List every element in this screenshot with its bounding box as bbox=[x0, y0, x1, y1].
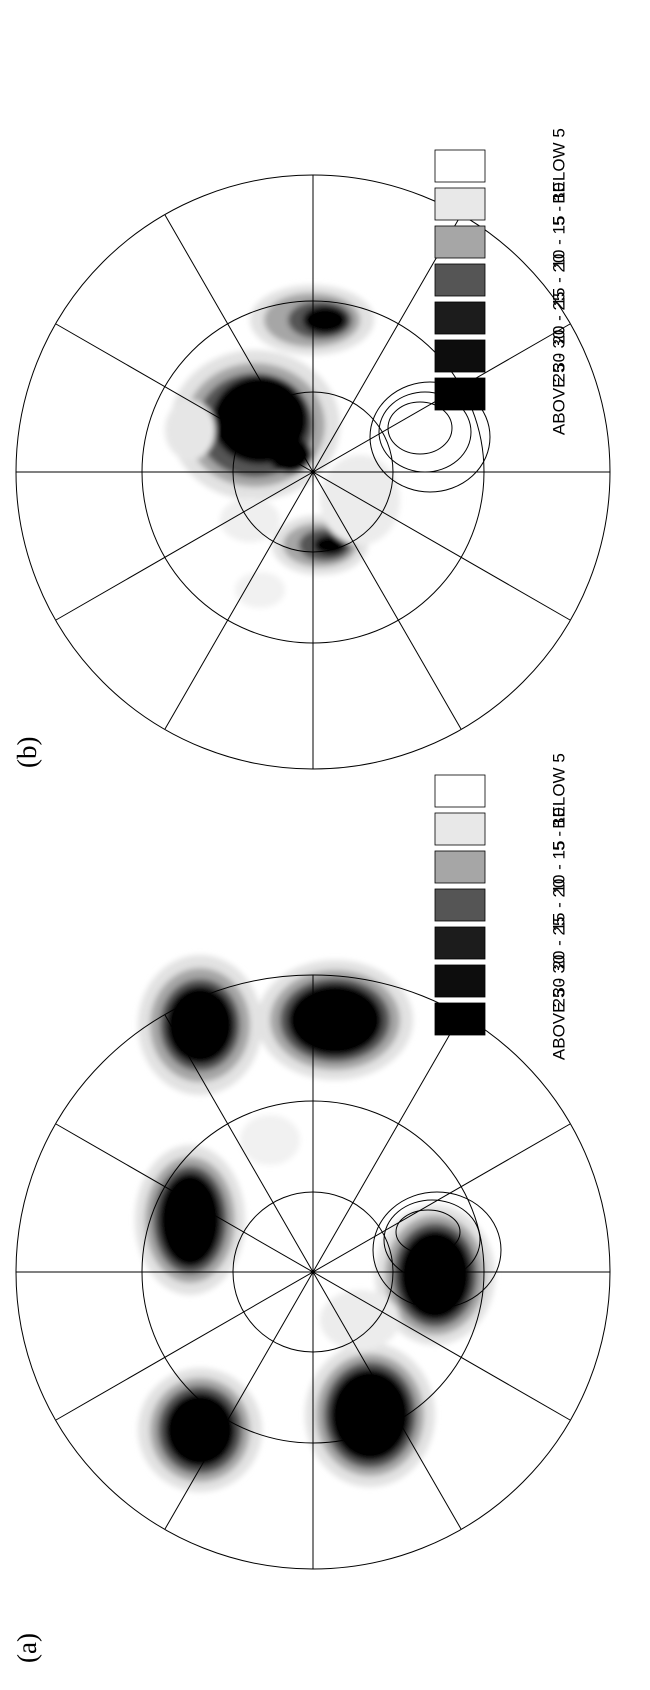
density-blob-a6 bbox=[138, 1368, 262, 1492]
legend-label: ABOVE 30 bbox=[549, 978, 568, 1060]
contour-b-1 bbox=[387, 401, 453, 455]
legend-swatch bbox=[434, 774, 486, 808]
contour-a-2 bbox=[383, 1199, 481, 1281]
contour-lines-b bbox=[369, 381, 491, 493]
legend-label: BELOW 5 bbox=[549, 128, 568, 204]
legend-swatch bbox=[434, 263, 486, 297]
density-blobs-b bbox=[165, 285, 400, 608]
legend-label: 5 - 10 bbox=[549, 807, 568, 850]
density-blob-a5 bbox=[305, 1343, 435, 1487]
legend-label: 15 - 20 bbox=[549, 879, 568, 932]
density-blob-a4 bbox=[375, 1205, 495, 1345]
polar-grid-b bbox=[15, 174, 611, 770]
density-blob-b2 bbox=[250, 285, 374, 355]
legend-label: 15 - 20 bbox=[549, 254, 568, 307]
legend-swatch bbox=[434, 812, 486, 846]
density-blobs-a bbox=[135, 955, 495, 1492]
density-blob-b1 bbox=[170, 350, 340, 500]
legend-label: 5 - 10 bbox=[549, 182, 568, 225]
legend-label: 10 - 15 bbox=[549, 216, 568, 269]
radial-line-b-6 bbox=[164, 214, 462, 730]
contour-b-2 bbox=[378, 391, 472, 473]
panel-label-b: (b) bbox=[12, 737, 42, 768]
legend-swatch bbox=[434, 149, 486, 183]
legend-label: 20 - 25 bbox=[549, 917, 568, 970]
legend-swatch bbox=[434, 888, 486, 922]
density-blob-a1 bbox=[138, 955, 262, 1095]
contour-b-3 bbox=[369, 381, 491, 493]
density-blob-a2 bbox=[257, 960, 413, 1080]
legend-swatch bbox=[434, 225, 486, 259]
legend-label: ABOVE 30 bbox=[549, 353, 568, 435]
legend-label: 10 - 15 bbox=[549, 841, 568, 894]
contour-a-1 bbox=[395, 1209, 461, 1255]
legend-label: 20 - 25 bbox=[549, 292, 568, 345]
legend-swatch bbox=[434, 339, 486, 373]
radial-line-a-6 bbox=[164, 1014, 462, 1530]
contour-a-3 bbox=[372, 1191, 502, 1309]
legend-swatch bbox=[434, 926, 486, 960]
legend-swatch bbox=[434, 301, 486, 335]
legend-swatch bbox=[434, 964, 486, 998]
legend-swatch bbox=[434, 187, 486, 221]
panel-label-a: (a) bbox=[12, 1633, 42, 1663]
contour-lines-a bbox=[372, 1191, 502, 1309]
legend-label: 25 - 30 bbox=[549, 955, 568, 1008]
legend-swatch bbox=[434, 1002, 486, 1036]
legend-label: BELOW 5 bbox=[549, 753, 568, 829]
legend-swatch bbox=[434, 850, 486, 884]
legend-swatch bbox=[434, 377, 486, 411]
legend-label: 25 - 30 bbox=[549, 330, 568, 383]
polar-grid-a bbox=[15, 974, 611, 1570]
